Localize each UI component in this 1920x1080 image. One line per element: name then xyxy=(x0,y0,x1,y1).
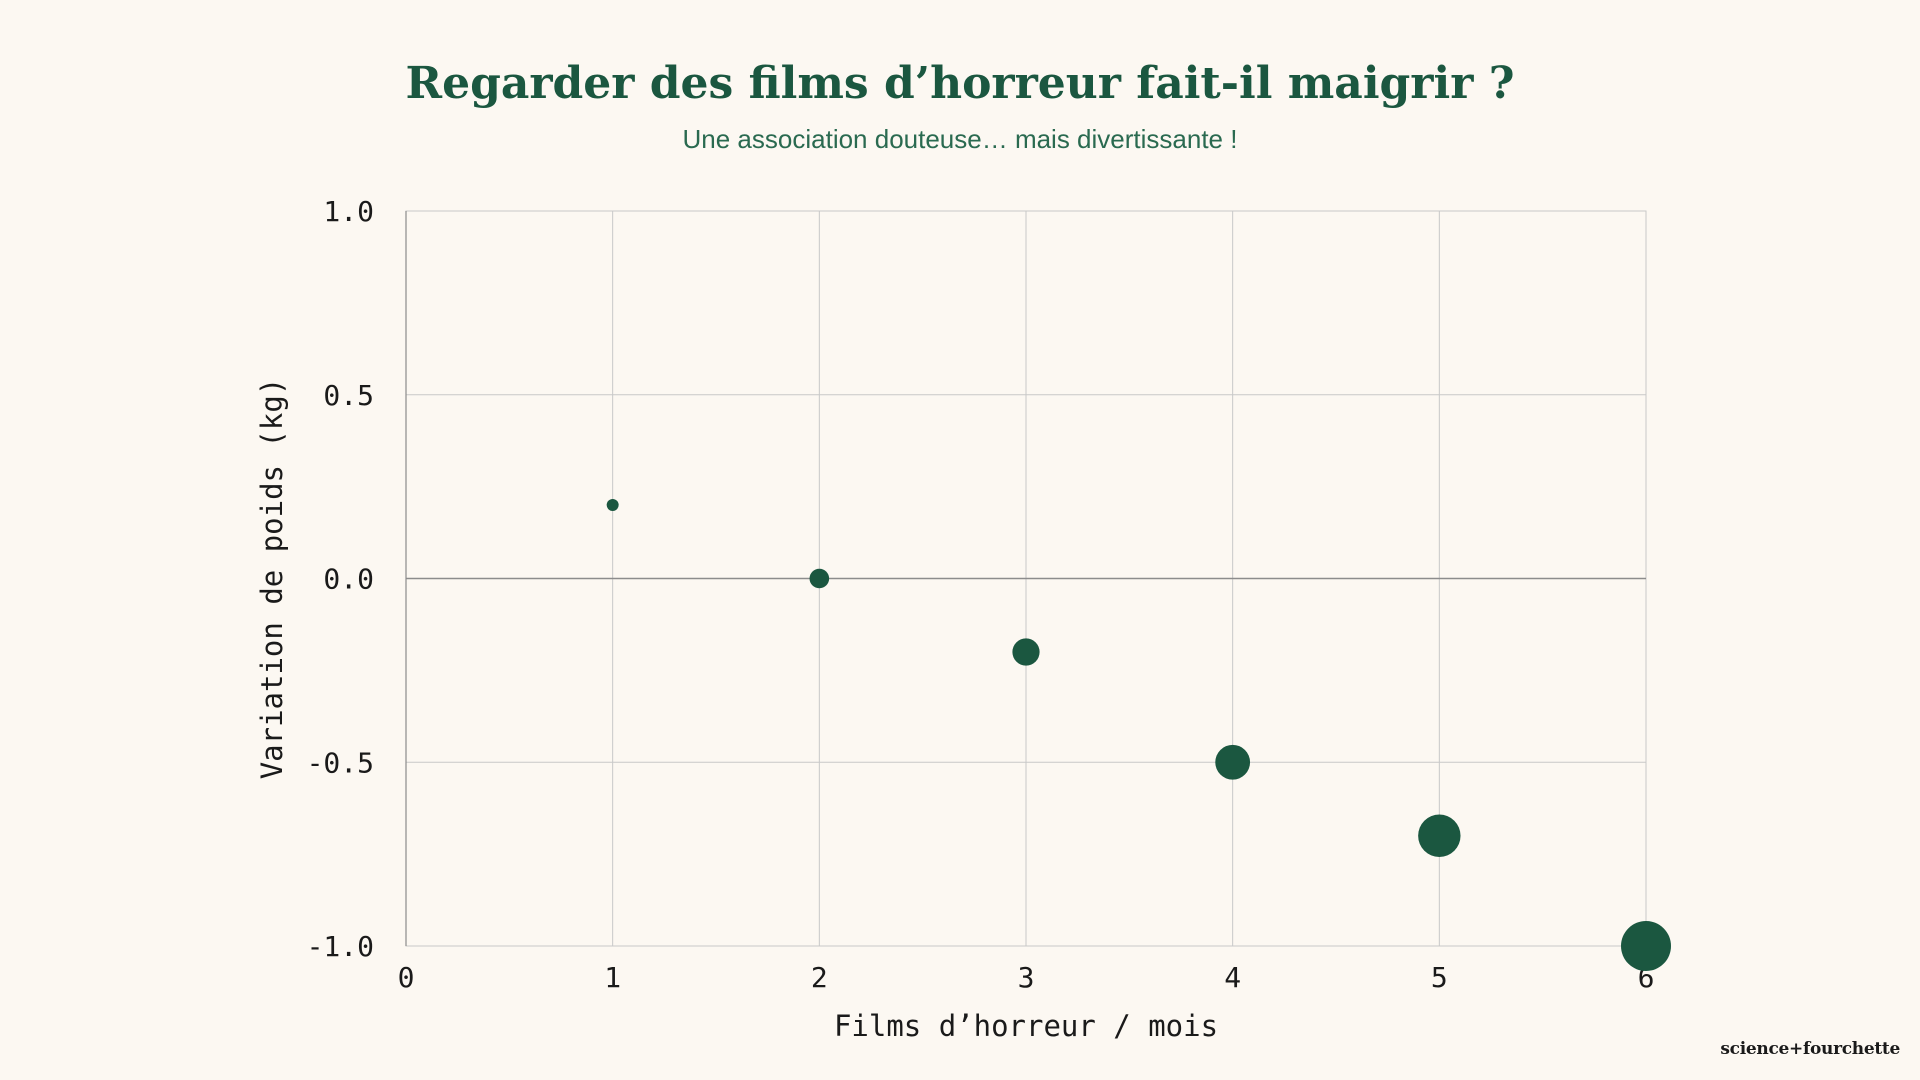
x-tick-label: 2 xyxy=(811,961,828,994)
chart-title: Regarder des films d’horreur fait-il mai… xyxy=(405,58,1515,109)
brand-logo: science+fourchette xyxy=(1720,1039,1900,1059)
y-tick-label: -0.5 xyxy=(307,746,374,779)
y-tick-label: 0.0 xyxy=(323,563,374,596)
x-tick-label: 3 xyxy=(1018,961,1035,994)
data-point xyxy=(1215,744,1251,780)
data-point xyxy=(1012,638,1040,666)
y-tick-label: -1.0 xyxy=(307,930,374,963)
data-point xyxy=(1418,814,1461,857)
data-point xyxy=(1621,921,1671,971)
tick-labels: 0 1 2 3 4 5 61.00.50.0-0.5-1.0 xyxy=(307,195,1655,994)
x-tick-label: 4 xyxy=(1224,961,1241,994)
chart-subtitle: Une association douteuse… mais divertiss… xyxy=(682,124,1238,154)
x-tick-label: 1 xyxy=(604,961,621,994)
x-axis-title: Films d’horreur / mois xyxy=(834,1009,1218,1043)
grid xyxy=(405,210,1647,947)
x-tick-label: 5 xyxy=(1431,961,1448,994)
y-tick-label: 0.5 xyxy=(323,379,374,412)
data-point xyxy=(606,499,619,511)
y-axis-title: Variation de poids (kg) xyxy=(255,378,289,780)
data-points xyxy=(606,499,1671,971)
data-point xyxy=(809,568,830,589)
y-tick-label: 1.0 xyxy=(323,195,374,228)
x-tick-label: 0 xyxy=(398,961,415,994)
